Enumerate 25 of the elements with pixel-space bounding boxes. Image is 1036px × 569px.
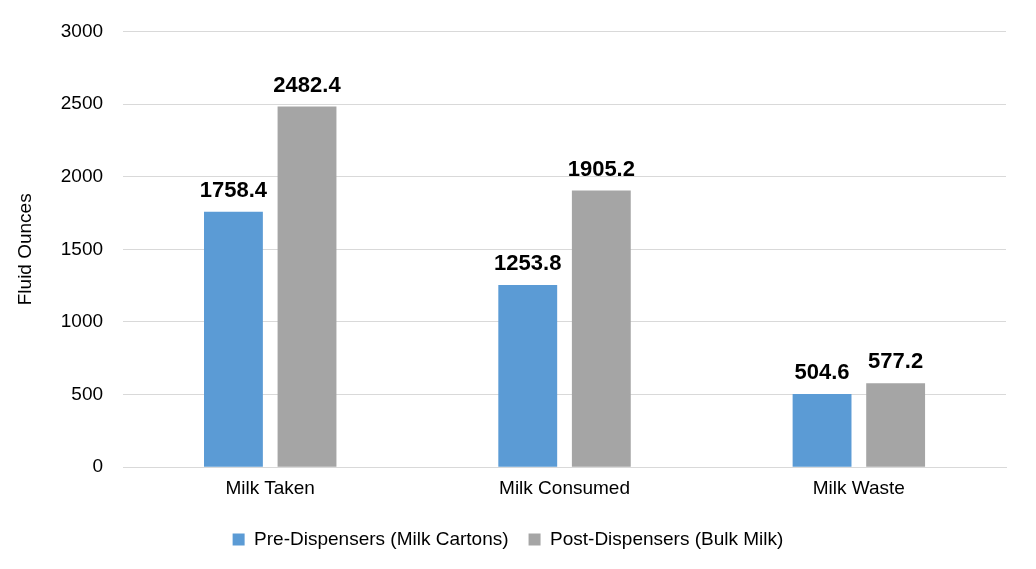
data-label: 2482.4	[273, 71, 342, 97]
bar	[204, 211, 263, 467]
data-label: 1905.2	[567, 155, 635, 181]
y-tick-label: 2500	[60, 92, 104, 114]
x-tick-label: Milk Waste	[812, 476, 905, 498]
bar	[277, 106, 337, 467]
data-label: 1758.4	[199, 176, 268, 202]
legend-label: Pre-Dispensers (Milk Cartons)	[254, 527, 509, 549]
y-tick-label: 3000	[60, 19, 104, 41]
data-label: 504.6	[794, 358, 850, 384]
y-tick-label: 500	[71, 382, 104, 404]
y-tick-label: 1500	[60, 237, 104, 259]
x-tick-label: Milk Taken	[225, 476, 315, 498]
y-tick-label: 1000	[60, 310, 104, 332]
data-label: 1253.8	[494, 250, 562, 276]
bar	[866, 383, 926, 467]
x-tick-label: Milk Consumed	[499, 476, 630, 498]
y-axis-title: Fluid Ounces	[13, 193, 35, 306]
y-tick-label: 2000	[60, 164, 104, 186]
bar	[792, 393, 852, 467]
legend-label: Post-Dispensers (Bulk Milk)	[550, 527, 784, 549]
y-tick-label: 0	[92, 455, 104, 477]
data-label: 577.2	[868, 348, 924, 374]
bar	[498, 285, 558, 467]
bar	[571, 190, 631, 467]
